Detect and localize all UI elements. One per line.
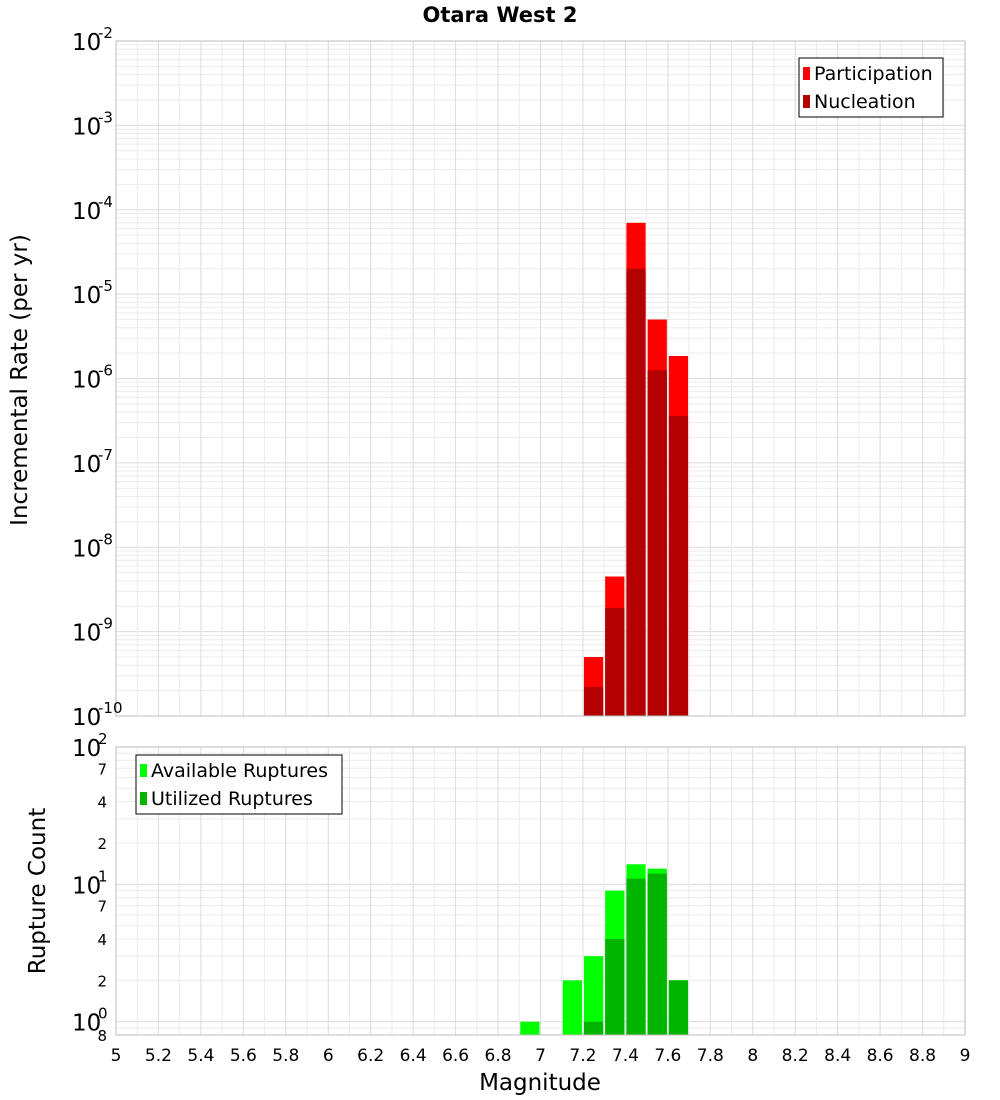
- x-tick-label: 8: [747, 1046, 758, 1066]
- rate-bar-nucleation: [626, 268, 646, 716]
- y-minor-tick-label: 7: [97, 760, 107, 778]
- y-tick-exponent: -10: [98, 699, 123, 717]
- y-tick-label: 10: [72, 199, 101, 225]
- x-tick-label: 5: [111, 1046, 122, 1066]
- rate-y-axis-label: Incremental Rate (per yr): [7, 234, 33, 526]
- rate-legend: Participation Nucleation: [798, 57, 944, 118]
- x-tick-label: 8.4: [824, 1046, 851, 1066]
- x-tick-label: 5.8: [272, 1046, 299, 1066]
- y-tick-exponent: -9: [98, 615, 113, 633]
- y-tick-exponent: 0: [98, 1005, 108, 1023]
- count-bar-available-ruptures: [520, 1021, 540, 1035]
- nucleation-legend-label: Nucleation: [814, 91, 916, 113]
- x-tick-label: 7.8: [697, 1046, 724, 1066]
- x-tick-label: 6.4: [400, 1046, 427, 1066]
- y-tick-exponent: -4: [98, 193, 113, 211]
- y-minor-tick-label: 7: [97, 898, 107, 916]
- rate-plot-frame: [115, 40, 966, 717]
- x-tick-label: 6.6: [442, 1046, 469, 1066]
- chart-title: Otara West 2: [422, 3, 577, 27]
- y-tick-label: 10: [72, 736, 101, 762]
- rate-bar-nucleation: [605, 608, 625, 716]
- y-tick-label: 10: [72, 283, 101, 309]
- rate-bar-nucleation: [647, 370, 667, 716]
- count-bars: [520, 864, 689, 1035]
- x-tick-label: 8.2: [782, 1046, 809, 1066]
- rate-bars: [583, 222, 689, 716]
- y-tick-exponent: -5: [98, 277, 113, 295]
- utilized-legend-label: Utilized Ruptures: [151, 788, 313, 810]
- x-tick-label: 7.4: [612, 1046, 639, 1066]
- count-bar-utilized-ruptures: [668, 980, 689, 1035]
- count-bar-available-ruptures: [562, 980, 582, 1035]
- y-tick-label: 10: [72, 1011, 101, 1037]
- x-tick-label: 7.6: [654, 1046, 681, 1066]
- available-legend-label: Available Ruptures: [151, 760, 328, 782]
- y-tick-label: 10: [72, 368, 101, 394]
- x-tick-label: 6.2: [357, 1046, 384, 1066]
- rate-bar-nucleation: [583, 687, 604, 716]
- utilized-legend-swatch: [140, 792, 147, 805]
- y-tick-label: 10: [72, 873, 101, 899]
- count-bar-utilized-ruptures: [626, 878, 646, 1035]
- y-tick-label: 10: [72, 30, 101, 56]
- y-tick-label: 10: [72, 536, 101, 562]
- rate-bar-nucleation: [668, 415, 689, 716]
- x-axis-label: Magnitude: [479, 1070, 601, 1096]
- y-tick-label: 10: [72, 621, 101, 647]
- y-tick-exponent: -8: [98, 530, 113, 548]
- x-tick-label: 8.8: [909, 1046, 936, 1066]
- x-tick-label: 5.6: [230, 1046, 257, 1066]
- count-bar-utilized-ruptures: [605, 939, 625, 1035]
- participation-legend-swatch: [803, 67, 810, 80]
- x-tick-label: 8.6: [867, 1046, 894, 1066]
- y-minor-tick-label: 2: [97, 972, 107, 990]
- x-tick-label: 6.8: [485, 1046, 512, 1066]
- nucleation-legend-swatch: [803, 95, 810, 108]
- rate-gridlines: [115, 40, 966, 717]
- x-tick-label: 7.2: [569, 1046, 596, 1066]
- count-plot-frame: [115, 746, 966, 1036]
- x-tick-label: 9: [960, 1046, 971, 1066]
- x-tick-labels: 5 5.2 5.4 5.6 5.8 6 6.2 6.4 6.6 6.8 7 7.2 7.4 7.6 7.8 8…: [111, 1046, 971, 1066]
- count-bar-available-ruptures: [583, 956, 604, 1035]
- x-tick-label: 6: [323, 1046, 334, 1066]
- rate-legend-box: [798, 57, 944, 118]
- y-tick-label: 10: [72, 114, 101, 140]
- y-tick-exponent: -2: [98, 24, 113, 42]
- count-bar-utilized-ruptures: [583, 1021, 604, 1035]
- available-legend-swatch: [140, 764, 147, 777]
- count-bar-utilized-ruptures: [647, 873, 667, 1035]
- y-tick-exponent: 1: [98, 867, 108, 885]
- y-tick-exponent: 2: [98, 730, 108, 748]
- y-tick-exponent: -7: [98, 446, 113, 464]
- x-tick-label: 5.4: [187, 1046, 214, 1066]
- y-tick-exponent: -3: [98, 108, 113, 126]
- y-tick-label: 10: [72, 705, 101, 731]
- count-legend: Available Ruptures Utilized Ruptures: [135, 754, 343, 815]
- y-tick-exponent: -6: [98, 362, 113, 380]
- y-minor-tick-label: 2: [97, 835, 107, 853]
- y-tick-label: 10: [72, 452, 101, 478]
- participation-legend-label: Participation: [814, 63, 933, 85]
- y-minor-tick-label: 4: [97, 931, 107, 949]
- x-tick-label: 7: [535, 1046, 546, 1066]
- count-y-axis-label: Rupture Count: [25, 808, 51, 974]
- x-tick-label: 5.2: [145, 1046, 172, 1066]
- y-minor-tick-label: 4: [97, 794, 107, 812]
- y-minor-tick-label: 8: [97, 1027, 107, 1045]
- count-legend-box: [135, 754, 343, 815]
